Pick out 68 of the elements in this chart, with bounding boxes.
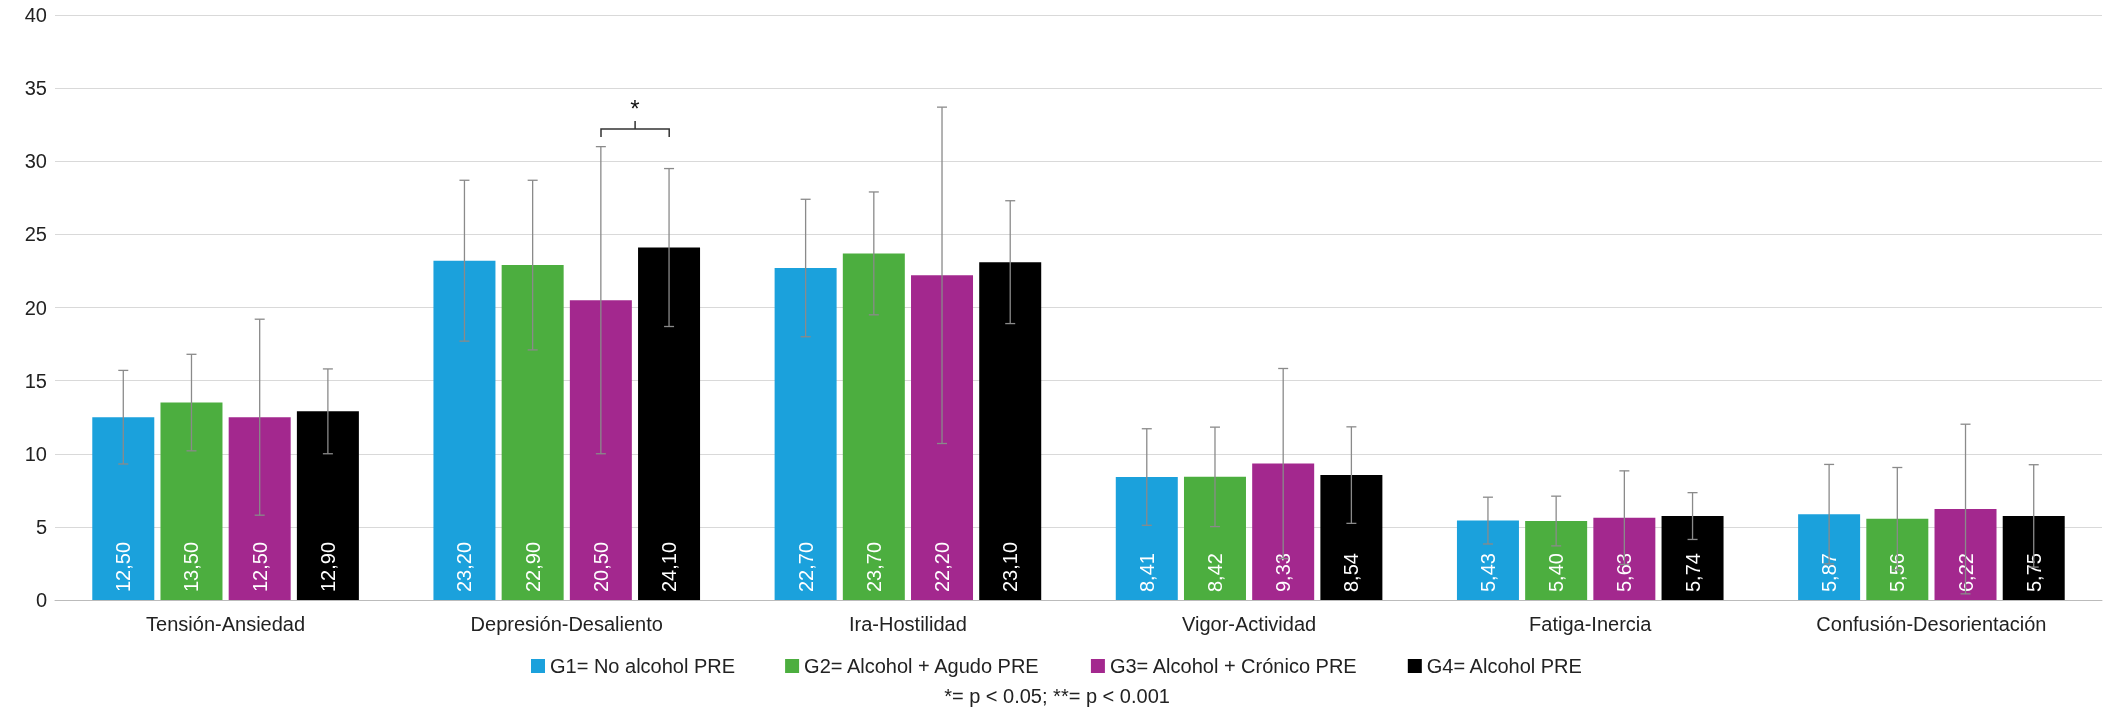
x-tick-label: Vigor-Actividad (1182, 613, 1317, 635)
bar (1798, 514, 1861, 600)
y-tick-label: 35 (24, 77, 47, 100)
data-label: 23,70 (862, 541, 885, 592)
bar (842, 253, 905, 600)
bar (160, 402, 223, 600)
y-tick-label: 10 (24, 442, 47, 465)
x-tick-label: Fatiga-Inercia (1529, 613, 1653, 635)
legend-label: G1= No alcohol PRE (550, 655, 736, 677)
bar (1593, 517, 1656, 600)
bar (1320, 475, 1383, 600)
data-label: 12,90 (316, 541, 339, 592)
x-tick-label: Tensión-Ansiedad (146, 613, 306, 635)
bar (2002, 515, 2065, 600)
bar (1866, 518, 1929, 600)
data-label: 8,41 (1135, 553, 1158, 592)
bar (979, 262, 1042, 600)
data-label: 22,20 (931, 541, 954, 592)
bar (1934, 509, 1997, 600)
y-tick-label: 40 (24, 4, 47, 26)
bar (228, 417, 291, 600)
bar (1115, 477, 1178, 600)
y-tick-label: 25 (24, 223, 47, 246)
data-label: 5,56 (1886, 553, 1909, 592)
y-tick-label: 20 (24, 296, 47, 319)
bar (911, 275, 974, 600)
bar (1661, 516, 1724, 600)
data-label: 20,50 (589, 541, 612, 592)
data-label: 12,50 (248, 541, 271, 592)
bar (1456, 520, 1519, 600)
y-tick-label: 30 (24, 150, 47, 173)
data-label: 5,74 (1681, 553, 1704, 592)
data-label: 8,54 (1340, 553, 1363, 592)
y-tick-label: 5 (35, 515, 47, 538)
data-label: 12,50 (112, 541, 135, 592)
data-label: 13,50 (180, 541, 203, 592)
data-label: 5,75 (2022, 553, 2045, 592)
bar (1525, 521, 1588, 600)
data-label: 8,42 (1203, 553, 1226, 592)
x-tick-label: Ira-Hostilidad (849, 613, 967, 635)
bar (433, 260, 496, 600)
data-label: 24,10 (658, 541, 681, 592)
y-tick-label: 15 (24, 369, 47, 392)
data-label: 5,40 (1545, 553, 1568, 592)
data-label: 22,70 (794, 541, 817, 592)
bar (774, 268, 837, 600)
bar (501, 265, 564, 600)
bar (1252, 463, 1315, 600)
y-tick-label: 0 (35, 589, 47, 611)
bar (92, 417, 155, 600)
bar (638, 247, 701, 600)
x-tick-label: Depresión-Desaliento (470, 613, 663, 635)
bar (1183, 476, 1246, 600)
annotation: * (630, 94, 640, 123)
legend-label: G2= Alcohol + Agudo PRE (804, 655, 1039, 677)
data-label: 23,10 (999, 541, 1022, 592)
bar (296, 411, 359, 600)
data-label: 23,20 (453, 541, 476, 592)
legend-label: G3= Alcohol + Crónico PRE (1109, 655, 1357, 677)
x-tick-label: Confusión-Desorientación (1816, 613, 2047, 635)
text: *= p < 0.05; **= p < 0.001 (944, 685, 1170, 707)
data-label: 9,33 (1272, 553, 1295, 592)
data-label: 5,63 (1613, 553, 1636, 592)
bar (569, 300, 632, 600)
data-label: 5,87 (1818, 553, 1841, 592)
legend-label: G4= Alcohol PRE (1426, 655, 1582, 677)
data-label: 5,43 (1476, 553, 1499, 592)
data-label: 22,90 (521, 541, 544, 592)
